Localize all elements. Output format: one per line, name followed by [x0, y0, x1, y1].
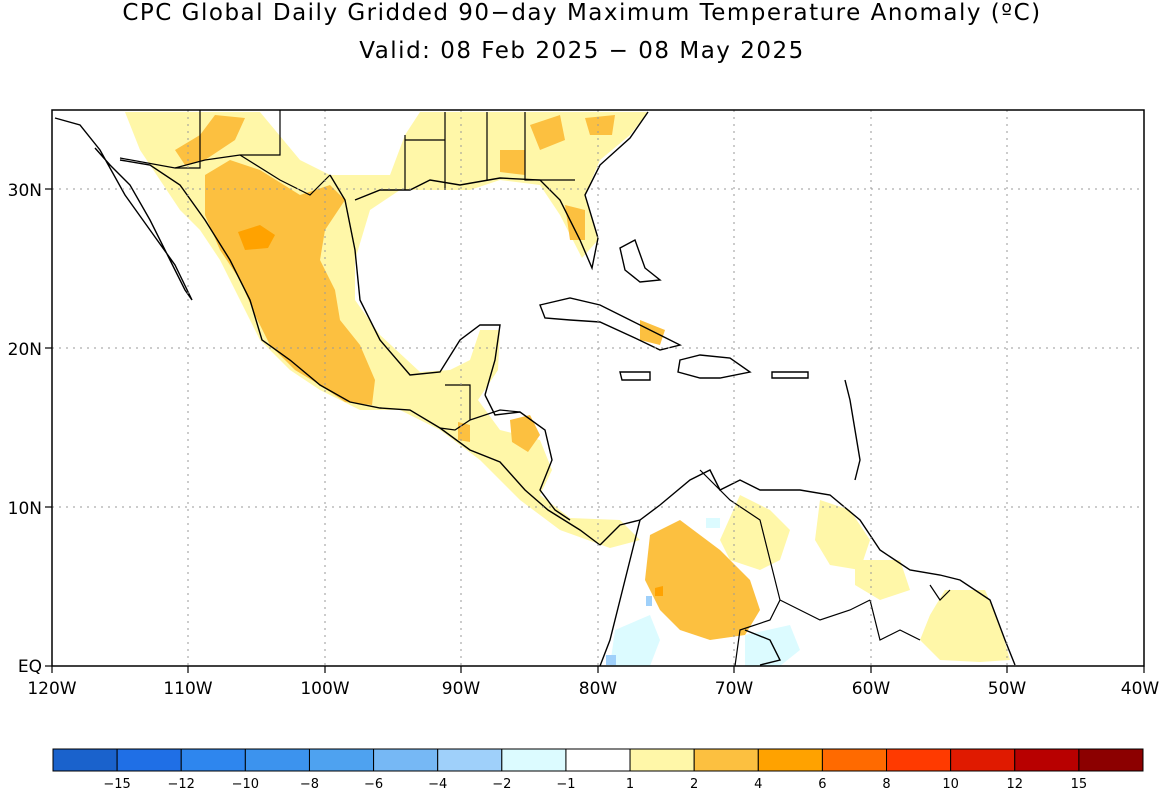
colorbar-swatch	[886, 748, 952, 772]
lon-label-100w: 100W	[300, 679, 349, 699]
colorbar-swatch	[950, 748, 1016, 772]
colorbar-swatch	[1078, 748, 1144, 772]
lat-label-10n: 10N	[8, 499, 42, 519]
lon-label-80w: 80W	[579, 679, 618, 699]
colorbar-swatch	[757, 748, 823, 772]
colorbar-tick-label: −8	[300, 777, 319, 790]
colorbar-tick-label: 6	[818, 777, 826, 790]
colorbar-tick-label: −15	[103, 777, 130, 790]
colorbar-tick-label: 12	[1006, 777, 1023, 790]
colorbar-tick-label: 15	[1071, 777, 1088, 790]
anomaly-4-6-regions	[238, 225, 663, 596]
lon-label-70w: 70W	[715, 679, 754, 699]
colorbar-swatch	[244, 748, 310, 772]
colorbar-swatch	[821, 748, 888, 772]
map-subtitle: Valid: 08 Feb 2025 − 08 May 2025	[359, 38, 805, 64]
colorbar	[52, 748, 1144, 772]
anomaly-neg2-4-spots	[606, 596, 652, 665]
colorbar-tick-label: −6	[364, 777, 383, 790]
colorbar-labels: −15 −12 −10 −8 −6 −4 −2 −1 1 2 4 6 8 10 12 15	[103, 777, 1087, 790]
colorbar-swatch	[1014, 748, 1080, 772]
colorbar-tick-label: −4	[428, 777, 447, 790]
lat-label-eq: EQ	[18, 657, 42, 677]
lon-label-50w: 50W	[988, 679, 1027, 699]
colorbar-tick-label: −2	[492, 777, 511, 790]
lon-label-120w: 120W	[27, 679, 76, 699]
colorbar-swatch	[116, 748, 182, 772]
lon-label-90w: 90W	[442, 679, 481, 699]
gridlines	[52, 110, 1144, 666]
colorbar-swatch	[501, 748, 567, 772]
anomaly-fill-layer	[125, 112, 1010, 666]
colorbar-tick-label: 10	[942, 777, 959, 790]
colorbar-tick-label: −1	[556, 777, 575, 790]
lat-label-20n: 20N	[8, 340, 42, 360]
lon-label-40w: 40W	[1121, 679, 1160, 699]
anomaly-2-4-regions	[175, 115, 760, 640]
lon-label-110w: 110W	[163, 679, 212, 699]
colorbar-swatch	[52, 748, 118, 772]
colorbar-swatch	[437, 748, 503, 772]
lon-label-60w: 60W	[852, 679, 891, 699]
colorbar-swatch	[693, 748, 759, 772]
map-title: CPC Global Daily Gridded 90−day Maximum …	[122, 0, 1042, 26]
colorbar-swatch	[629, 748, 695, 772]
colorbar-tick-label: 8	[882, 777, 890, 790]
latitude-labels: 30N 20N 10N EQ	[8, 181, 42, 677]
longitude-labels: 120W 110W 100W 90W 80W 70W 60W 50W 40W	[27, 679, 1159, 699]
colorbar-tick-label: −12	[168, 777, 195, 790]
colorbar-swatch	[565, 748, 631, 772]
colorbar-swatch	[308, 748, 375, 772]
colorbar-tick-label: 2	[690, 777, 698, 790]
colorbar-swatch	[373, 748, 439, 772]
colorbar-tick-label: 1	[626, 777, 634, 790]
colorbar-tick-label: −10	[232, 777, 259, 790]
colorbar-swatch	[180, 748, 246, 772]
axis-ticks	[45, 188, 1145, 673]
borders	[119, 110, 951, 666]
lat-label-30n: 30N	[8, 181, 42, 201]
coastlines	[54, 111, 1016, 666]
colorbar-tick-label: 4	[754, 777, 762, 790]
